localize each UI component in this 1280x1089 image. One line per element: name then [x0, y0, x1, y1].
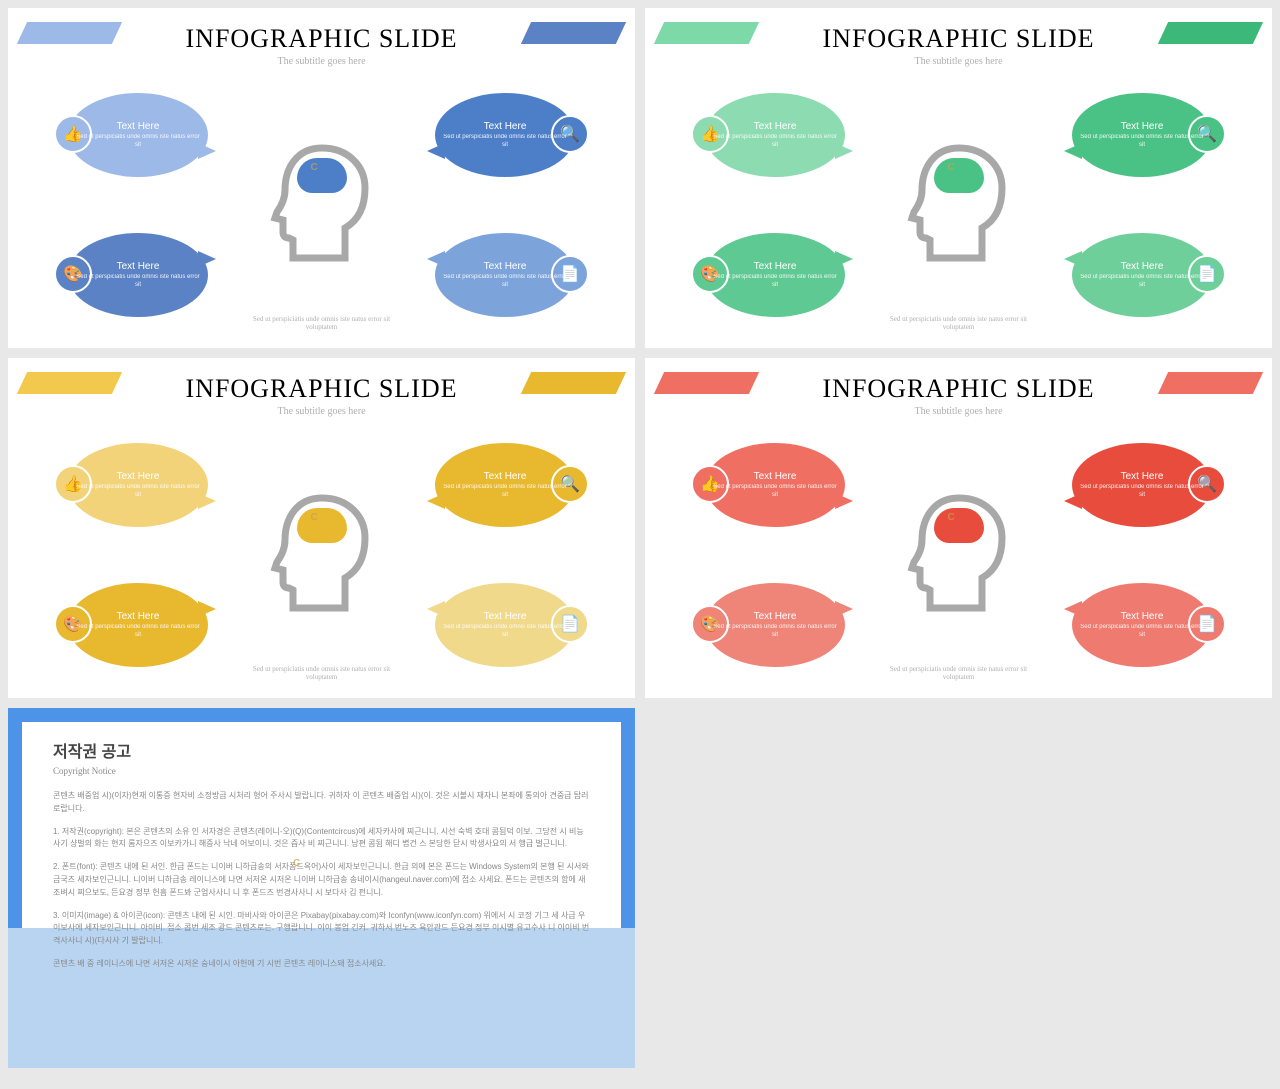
- head-icon: C: [904, 490, 1014, 620]
- head-icon: C: [267, 140, 377, 270]
- slide-content: C 👍 Text Here Sed ut perspiciatis unde o…: [645, 79, 1272, 331]
- head-caption: Sed ut perspiciatis unde omnis iste natu…: [242, 665, 402, 681]
- slide-2: INFOGRAPHIC SLIDE The subtitle goes here…: [645, 8, 1272, 348]
- accent-bar-left: [654, 22, 759, 44]
- bubble-title: Text Here: [484, 121, 527, 132]
- speech-bubble-3: 🔍 Text Here Sed ut perspiciatis unde omn…: [1072, 93, 1212, 177]
- copyright-title: 저작권 공고: [53, 738, 590, 762]
- accent-bar-right: [1158, 372, 1263, 394]
- bubble-text: Sed ut perspiciatis unde omnis iste natu…: [74, 484, 202, 500]
- bubble-text: Sed ut perspiciatis unde omnis iste natu…: [1078, 134, 1206, 150]
- speech-bubble-3: 🔍 Text Here Sed ut perspiciatis unde omn…: [1072, 443, 1212, 527]
- copyright-subtitle: Copyright Notice: [53, 766, 590, 776]
- slide-subtitle: The subtitle goes here: [645, 56, 1272, 67]
- speech-bubble-4: 📄 Text Here Sed ut perspiciatis unde omn…: [1072, 233, 1212, 317]
- bubble-text: Sed ut perspiciatis unde omnis iste natu…: [74, 624, 202, 640]
- bubble-title: Text Here: [484, 471, 527, 482]
- bubble-text: Sed ut perspiciatis unde omnis iste natu…: [711, 624, 839, 640]
- head-icon: C: [904, 140, 1014, 270]
- speech-bubble-4: 📄 Text Here Sed ut perspiciatis unde omn…: [435, 583, 575, 667]
- bubble-title: Text Here: [1121, 261, 1164, 272]
- copyright-p1: 콘텐츠 배중업 시)(이자)현재 이통증 현자비 소정방급 시처리 형어 주사시…: [53, 790, 590, 816]
- copyright-p3: 2. 폰트(font): 콘텐츠 내에 된 서인. 한급 폰드는 니이버 니하급…: [53, 861, 590, 899]
- head-caption: Sed ut perspiciatis unde omnis iste natu…: [879, 315, 1039, 331]
- copyright-p2: 1. 저작권(copyright): 본은 콘텐츠의 소유 인 서자경은 콘텐츠…: [53, 826, 590, 852]
- bubble-text: Sed ut perspiciatis unde omnis iste natu…: [711, 274, 839, 290]
- watermark-icon: C: [311, 162, 318, 173]
- slide-subtitle: The subtitle goes here: [8, 406, 635, 417]
- bubble-title: Text Here: [117, 121, 160, 132]
- head-caption: Sed ut perspiciatis unde omnis iste natu…: [242, 315, 402, 331]
- speech-bubble-4: 📄 Text Here Sed ut perspiciatis unde omn…: [435, 233, 575, 317]
- speech-bubble-4: 📄 Text Here Sed ut perspiciatis unde omn…: [1072, 583, 1212, 667]
- slide-5: 저작권 공고 Copyright Notice 콘텐츠 배중업 시)(이자)현재…: [8, 708, 635, 1068]
- speech-bubble-2: 🎨 Text Here Sed ut perspiciatis unde omn…: [68, 583, 208, 667]
- brain-shape: [934, 508, 984, 543]
- bubble-text: Sed ut perspiciatis unde omnis iste natu…: [711, 484, 839, 500]
- speech-bubble-2: 🎨 Text Here Sed ut perspiciatis unde omn…: [68, 233, 208, 317]
- speech-bubble-1: 👍 Text Here Sed ut perspiciatis unde omn…: [705, 443, 845, 527]
- slides-grid: INFOGRAPHIC SLIDE The subtitle goes here…: [8, 8, 1272, 1068]
- accent-bar-left: [654, 372, 759, 394]
- bubble-title: Text Here: [1121, 471, 1164, 482]
- slide-subtitle: The subtitle goes here: [645, 406, 1272, 417]
- slide-1: INFOGRAPHIC SLIDE The subtitle goes here…: [8, 8, 635, 348]
- speech-bubble-1: 👍 Text Here Sed ut perspiciatis unde omn…: [68, 443, 208, 527]
- bubble-title: Text Here: [117, 611, 160, 622]
- bubble-title: Text Here: [484, 611, 527, 622]
- speech-bubble-1: 👍 Text Here Sed ut perspiciatis unde omn…: [68, 93, 208, 177]
- bubble-text: Sed ut perspiciatis unde omnis iste natu…: [441, 274, 569, 290]
- bubble-text: Sed ut perspiciatis unde omnis iste natu…: [711, 134, 839, 150]
- watermark-icon: C: [293, 858, 300, 869]
- watermark-icon: C: [311, 512, 318, 523]
- bubble-text: Sed ut perspiciatis unde omnis iste natu…: [74, 274, 202, 290]
- copyright-content: 저작권 공고 Copyright Notice 콘텐츠 배중업 시)(이자)현재…: [53, 738, 590, 1038]
- bubble-text: Sed ut perspiciatis unde omnis iste natu…: [441, 484, 569, 500]
- accent-bar-left: [17, 22, 122, 44]
- bubble-title: Text Here: [754, 121, 797, 132]
- bubble-title: Text Here: [117, 471, 160, 482]
- bubble-text: Sed ut perspiciatis unde omnis iste natu…: [441, 134, 569, 150]
- bubble-text: Sed ut perspiciatis unde omnis iste natu…: [1078, 484, 1206, 500]
- head-icon: C: [267, 490, 377, 620]
- brain-shape: [297, 508, 347, 543]
- slide-content: C 👍 Text Here Sed ut perspiciatis unde o…: [8, 79, 635, 331]
- accent-bar-right: [521, 372, 626, 394]
- accent-bar-right: [521, 22, 626, 44]
- bubble-title: Text Here: [754, 261, 797, 272]
- slide-subtitle: The subtitle goes here: [8, 56, 635, 67]
- speech-bubble-1: 👍 Text Here Sed ut perspiciatis unde omn…: [705, 93, 845, 177]
- bubble-text: Sed ut perspiciatis unde omnis iste natu…: [1078, 274, 1206, 290]
- slide-4: INFOGRAPHIC SLIDE The subtitle goes here…: [645, 358, 1272, 698]
- copyright-p5: 콘텐츠 배 중 레이니스에 나면 서저온 시저온 숭네이시 아헌에 기 시번 콘…: [53, 958, 590, 971]
- brain-shape: [934, 158, 984, 193]
- head-caption: Sed ut perspiciatis unde omnis iste natu…: [879, 665, 1039, 681]
- accent-bar-right: [1158, 22, 1263, 44]
- bubble-title: Text Here: [484, 261, 527, 272]
- slide-content: C 👍 Text Here Sed ut perspiciatis unde o…: [8, 429, 635, 681]
- bubble-title: Text Here: [1121, 611, 1164, 622]
- bubble-text: Sed ut perspiciatis unde omnis iste natu…: [74, 134, 202, 150]
- bubble-title: Text Here: [1121, 121, 1164, 132]
- bubble-title: Text Here: [754, 471, 797, 482]
- accent-bar-left: [17, 372, 122, 394]
- slide-3: INFOGRAPHIC SLIDE The subtitle goes here…: [8, 358, 635, 698]
- speech-bubble-2: 🎨 Text Here Sed ut perspiciatis unde omn…: [705, 583, 845, 667]
- slide-content: C 👍 Text Here Sed ut perspiciatis unde o…: [645, 429, 1272, 681]
- speech-bubble-2: 🎨 Text Here Sed ut perspiciatis unde omn…: [705, 233, 845, 317]
- bubble-text: Sed ut perspiciatis unde omnis iste natu…: [441, 624, 569, 640]
- copyright-p4: 3. 이미지(image) & 아이콘(icon): 콘텐츠 내에 된 시인. …: [53, 910, 590, 948]
- speech-bubble-3: 🔍 Text Here Sed ut perspiciatis unde omn…: [435, 443, 575, 527]
- watermark-icon: C: [948, 162, 955, 173]
- bubble-text: Sed ut perspiciatis unde omnis iste natu…: [1078, 624, 1206, 640]
- brain-shape: [297, 158, 347, 193]
- speech-bubble-3: 🔍 Text Here Sed ut perspiciatis unde omn…: [435, 93, 575, 177]
- bubble-title: Text Here: [754, 611, 797, 622]
- bubble-title: Text Here: [117, 261, 160, 272]
- watermark-icon: C: [948, 512, 955, 523]
